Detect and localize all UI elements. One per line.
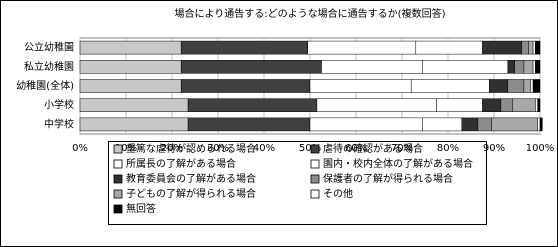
y-tick-label: 公立幼稚園	[24, 41, 74, 54]
bar-segment	[180, 40, 308, 55]
bar-segment	[514, 60, 525, 74]
bar-segment	[537, 117, 541, 132]
x-tick-label: 70%	[391, 143, 413, 154]
bar-segment	[309, 117, 423, 132]
bar-segment	[523, 79, 532, 93]
x-tick-label: 20%	[161, 143, 183, 154]
bar-segment	[461, 117, 479, 132]
bar-segment	[307, 40, 417, 55]
bar-segment	[79, 60, 182, 74]
bar-segment	[477, 117, 492, 132]
x-tick-label: 80%	[437, 143, 459, 154]
legend-swatch	[310, 189, 320, 199]
legend-label: 無回答	[126, 202, 156, 215]
y-tick-label: 小学校	[44, 98, 74, 111]
bar-segment	[79, 98, 189, 112]
bar-segment	[507, 79, 525, 93]
bar-segment	[415, 40, 483, 55]
legend-label: 子どもの了解が得られる場合	[126, 187, 256, 200]
bar-segment	[537, 98, 541, 112]
bar-segment	[532, 40, 536, 55]
y-tick-label: 中学校	[44, 117, 74, 130]
bar-segment	[410, 79, 490, 93]
bar-segment	[482, 98, 502, 112]
x-tick-label: 100%	[526, 143, 555, 154]
x-tick-label: 50%	[299, 143, 321, 154]
legend-swatch	[113, 204, 123, 214]
bar-segment	[309, 79, 412, 93]
legend-swatch	[113, 159, 123, 169]
bar-segment	[530, 79, 534, 93]
legend-label: 重篤な虐待が認められる場合	[126, 142, 256, 155]
bar-segment	[532, 79, 541, 93]
bar-segment	[79, 40, 182, 55]
bar-segment	[528, 40, 534, 55]
bar-segment	[180, 60, 322, 74]
bar-segment	[79, 117, 189, 132]
bar-segment	[535, 60, 541, 74]
bar-segment	[79, 79, 182, 93]
x-tick-label: 40%	[253, 143, 275, 154]
legend-label: その他	[323, 187, 353, 200]
bar-segment	[512, 98, 536, 112]
legend-label: 保護者の了解が得られる場合	[323, 172, 453, 185]
legend-label: 所属長の了解がある場合	[126, 157, 236, 170]
bar-segment	[187, 117, 311, 132]
bar-segment	[523, 60, 534, 74]
x-tick-label: 90%	[483, 143, 505, 154]
bar-segment	[539, 117, 543, 132]
legend-label: 教育委員会の了解がある場合	[126, 172, 256, 185]
chart-title: 場合により通告する:どのような場合に通告するか(複数回答)	[175, 7, 446, 20]
bar-segment	[535, 98, 538, 112]
x-tick-label: 60%	[345, 143, 367, 154]
x-tick-label: 10%	[115, 143, 137, 154]
legend-label: 虐待の確認がある場合	[323, 142, 423, 155]
bar-segment	[491, 117, 538, 132]
legend-box	[108, 141, 487, 225]
bar-segment	[180, 79, 311, 93]
bar-segment	[521, 40, 529, 55]
bar-segment	[436, 98, 483, 112]
legend-swatch	[113, 174, 123, 184]
bar-segment	[422, 117, 463, 132]
bar-segment	[535, 40, 541, 55]
bar-segment	[507, 60, 515, 74]
legend-swatch	[310, 159, 320, 169]
legend-label: 園内・校内全体の了解がある場合	[323, 157, 473, 170]
bar-segment	[489, 79, 509, 93]
y-tick-label: 私立幼稚園	[24, 60, 74, 73]
bar-segment	[532, 60, 536, 74]
legend-swatch	[113, 144, 123, 154]
bar-segment	[316, 98, 437, 112]
y-tick-label: 幼稚園(全体)	[16, 79, 74, 92]
legend-swatch	[310, 144, 320, 154]
bar-segment	[482, 40, 522, 55]
bar-segment	[321, 60, 423, 74]
bar-segment	[500, 98, 513, 112]
legend-swatch	[310, 174, 320, 184]
x-tick-label: 30%	[207, 143, 229, 154]
bar-segment	[187, 98, 318, 112]
x-tick-label: 0%	[72, 143, 88, 154]
bar-segment	[422, 60, 509, 74]
legend-swatch	[113, 189, 123, 199]
